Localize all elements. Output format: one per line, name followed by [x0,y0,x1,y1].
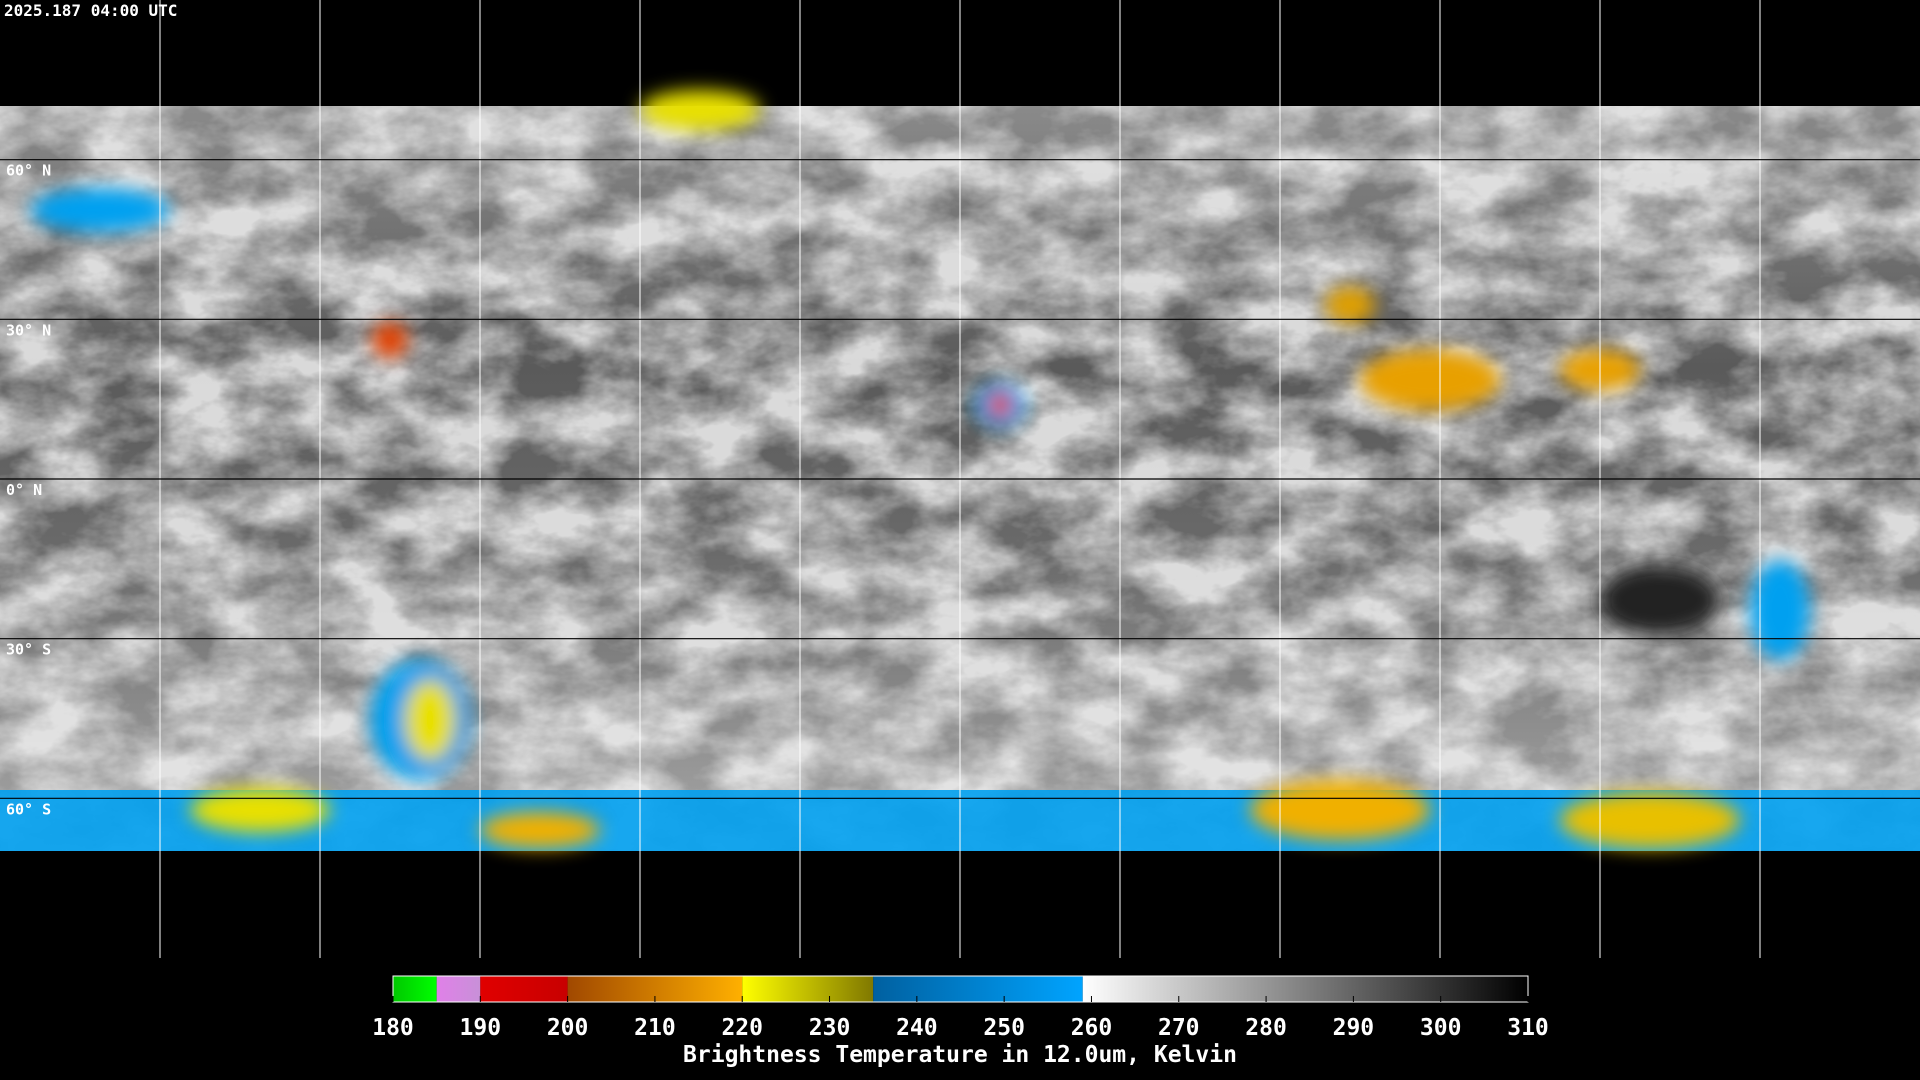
colorbar-tick-label: 210 [634,1015,676,1041]
colorbar-tick-label: 300 [1420,1015,1462,1041]
colorbar-segment [742,976,874,1002]
latitude-label: 30° N [6,321,51,339]
colorbar-segment [873,976,1083,1002]
timestamp: 2025.187 04:00 UTC [4,1,177,20]
colorbar-tick-label: 180 [372,1015,414,1041]
latitude-label: 60° S [6,800,51,818]
colorbar-segment [1082,976,1528,1002]
colorbar-frame [392,975,1529,1003]
colorbar-tick-label: 190 [460,1015,502,1041]
latitude-label: 60° N [6,162,51,180]
colorbar-segment [393,976,437,1002]
latitude-label: 30° S [6,641,51,659]
colorbar-tick-label: 270 [1158,1015,1200,1041]
colorbar-tick-label: 310 [1507,1015,1549,1041]
colorbar-tick-label: 200 [547,1015,589,1041]
latitude-label: 0° N [6,481,42,499]
colorbar-tick-label: 240 [896,1015,938,1041]
colorbar-tick-label: 260 [1071,1015,1113,1041]
colorbar-tick-label: 290 [1333,1015,1375,1041]
colorbar-tick-label: 280 [1245,1015,1287,1041]
colorbar-tick-label: 220 [721,1015,763,1041]
graticule: 60° N 30° N 0° N 30° S 60° S [0,0,1920,958]
colorbar-label: Brightness Temperature in 12.0um, Kelvin [683,1042,1237,1068]
colorbar-segment [436,976,481,1002]
colorbar-segment [480,976,568,1002]
colorbar-tick-label: 230 [809,1015,851,1041]
colorbar-tick-label: 250 [983,1015,1025,1041]
colorbar: 180 190 200 210 220 230 240 250 260 270 280 290 300 3… [372,975,1549,1041]
